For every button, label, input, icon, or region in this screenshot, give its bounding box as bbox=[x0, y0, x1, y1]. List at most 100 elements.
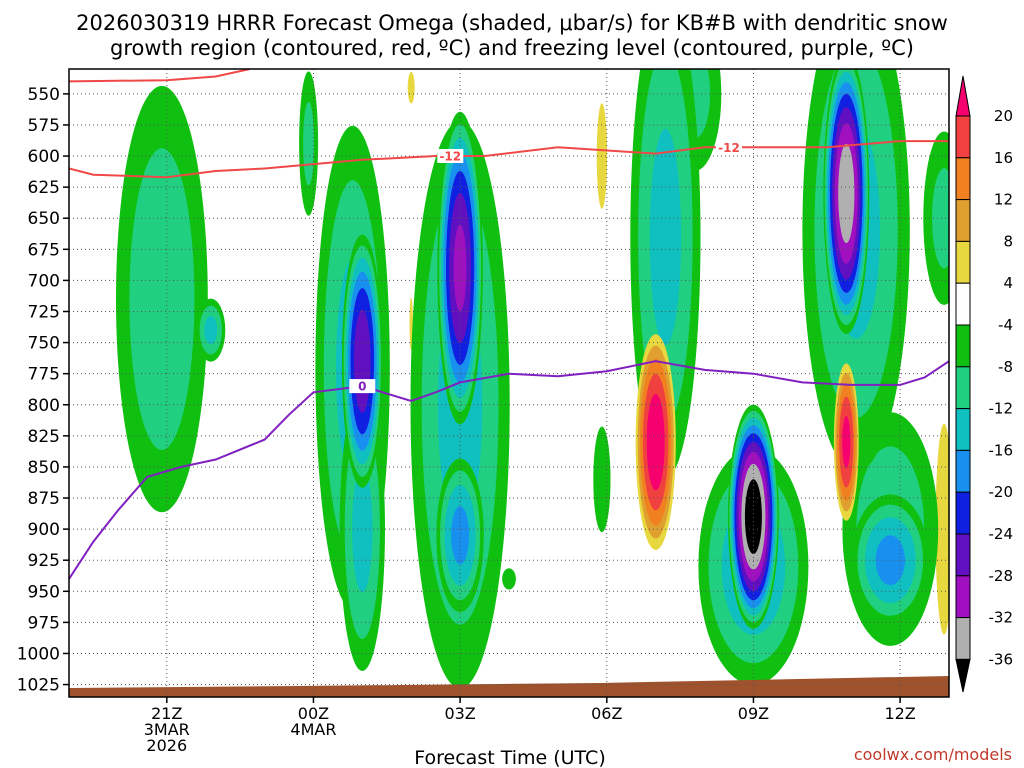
colorbar-band-8 bbox=[955, 408, 971, 451]
colorbar: 20 16 12 8 4 -4 -8 -12 -16 -20 -24 -28 -32 -36 bbox=[955, 75, 1014, 693]
omega-level--28 bbox=[453, 224, 467, 312]
omega-level--32 bbox=[838, 143, 855, 244]
x-tick-label-33-0: 09Z bbox=[738, 704, 769, 723]
contour-label-bg bbox=[349, 379, 376, 394]
colorbar-band-5 bbox=[955, 282, 971, 326]
y-tick-label-1000: 1000 bbox=[17, 644, 60, 664]
y-tick-label-975: 975 bbox=[28, 613, 60, 633]
omega-feature-3 bbox=[502, 568, 516, 590]
omega-shading bbox=[115, 69, 949, 689]
omega-level--16 bbox=[875, 535, 905, 586]
y-tick-label-725: 725 bbox=[28, 302, 60, 322]
colorbar-band-11 bbox=[955, 533, 971, 577]
x-tick-label-30-0: 06Z bbox=[591, 704, 622, 723]
y-tick-label-800: 800 bbox=[28, 396, 60, 416]
x-tick-label-36-0: 12Z bbox=[884, 704, 915, 723]
omega-level--12 bbox=[649, 128, 682, 345]
contour-label-bg bbox=[437, 149, 464, 163]
y-tick-label-950: 950 bbox=[28, 582, 60, 602]
omega-level-20 bbox=[842, 415, 851, 469]
omega-feature-22 bbox=[341, 234, 383, 488]
colorbar-label--16: -16 bbox=[989, 441, 1014, 459]
terrain-ground bbox=[69, 676, 949, 697]
y-tick-label-900: 900 bbox=[28, 520, 60, 540]
colorbar-label-8: 8 bbox=[1003, 232, 1013, 250]
omega-feature-18 bbox=[436, 458, 484, 613]
colorbar-band-13 bbox=[955, 617, 971, 660]
omega-feature-21 bbox=[635, 334, 676, 550]
colorbar-band-7 bbox=[955, 366, 971, 410]
omega-level--8 bbox=[932, 168, 949, 269]
colorbar-band-12 bbox=[955, 575, 971, 619]
colorbar-band-1 bbox=[955, 115, 971, 159]
colorbar-band-10 bbox=[955, 491, 971, 535]
omega-feature-24 bbox=[823, 69, 870, 335]
y-tick-label-675: 675 bbox=[28, 240, 60, 260]
contour-line-0 bbox=[69, 69, 251, 83]
omega-level--12 bbox=[204, 316, 218, 345]
x-tick-label-21-2: 2026 bbox=[146, 736, 187, 755]
omega-feature-23 bbox=[437, 111, 483, 425]
y-tick-label-825: 825 bbox=[28, 427, 60, 447]
contour-label-2-0: 0 bbox=[358, 380, 366, 394]
colorbar-band-9 bbox=[955, 449, 971, 493]
omega-feature-20 bbox=[833, 363, 859, 521]
colorbar-label-4: 4 bbox=[1003, 274, 1013, 292]
omega-level-4 bbox=[407, 71, 415, 104]
x-tick-label-21-0: 21Z bbox=[151, 704, 182, 723]
omega-level-20 bbox=[646, 393, 665, 491]
omega-level--8 bbox=[303, 101, 315, 186]
omega-feature-6 bbox=[299, 71, 319, 216]
plot-frame bbox=[68, 68, 950, 698]
ground-surface bbox=[69, 676, 949, 697]
chart-title-line1: 2026030319 HRRR Forecast Omega (shaded, … bbox=[76, 11, 948, 35]
colorbar-band-4 bbox=[955, 240, 971, 284]
colorbar-band-6 bbox=[955, 324, 971, 368]
grid-lines bbox=[69, 69, 949, 697]
credit-text: coolwx.com/models bbox=[854, 745, 1012, 764]
colorbar-label--36: -36 bbox=[989, 650, 1014, 668]
colorbar-label--12: -12 bbox=[989, 400, 1014, 418]
omega-feature-19 bbox=[851, 494, 930, 626]
y-tick-label-850: 850 bbox=[28, 458, 60, 478]
omega-level--4 bbox=[593, 426, 611, 533]
contour-line-2 bbox=[69, 360, 949, 580]
y-axis: 550 575 600 625 650 675 700 725 750 775 800 825 850 8… bbox=[17, 85, 69, 696]
y-tick-label-1025: 1025 bbox=[17, 676, 60, 696]
colorbar-label-20: 20 bbox=[994, 107, 1013, 125]
omega-level--24 bbox=[354, 309, 371, 413]
omega-feature-25 bbox=[727, 404, 779, 629]
y-tick-label-750: 750 bbox=[28, 334, 60, 354]
contour-line-1 bbox=[69, 140, 949, 179]
x-axis-title: Forecast Time (UTC) bbox=[414, 747, 605, 768]
contour-label-1-1: -12 bbox=[718, 141, 740, 155]
colorbar-label--24: -24 bbox=[989, 525, 1014, 543]
x-tick-label-24-0: 00Z bbox=[298, 704, 329, 723]
y-tick-label-700: 700 bbox=[28, 271, 60, 291]
omega-level--8 bbox=[129, 148, 195, 450]
colorbar-label--32: -32 bbox=[989, 609, 1014, 627]
x-tick-label-24-1: 4MAR bbox=[290, 720, 336, 739]
colorbar-label--4: -4 bbox=[998, 316, 1013, 334]
y-tick-label-575: 575 bbox=[28, 116, 60, 136]
colorbar-label--20: -20 bbox=[989, 483, 1014, 501]
x-tick-label-21-1: 3MAR bbox=[144, 720, 190, 739]
y-tick-label-925: 925 bbox=[28, 551, 60, 571]
colorbar-band-3 bbox=[955, 199, 971, 242]
contour-label-1-0: -12 bbox=[439, 150, 461, 164]
omega-level--16 bbox=[451, 506, 470, 565]
x-tick-label-27-0: 03Z bbox=[444, 704, 475, 723]
y-tick-label-625: 625 bbox=[28, 178, 60, 198]
y-tick-label-550: 550 bbox=[28, 85, 60, 105]
y-tick-label-600: 600 bbox=[28, 147, 60, 167]
colorbar-label--28: -28 bbox=[989, 567, 1014, 585]
plot-area: -12 -12 0 bbox=[68, 68, 950, 698]
omega-feature-0 bbox=[935, 423, 949, 635]
omega-feature-4 bbox=[407, 71, 415, 104]
omega-level--4 bbox=[502, 568, 516, 590]
contour-lines: -12 -12 0 bbox=[69, 69, 949, 580]
colorbar-bottom-arrow bbox=[955, 658, 971, 693]
y-tick-label-875: 875 bbox=[28, 489, 60, 509]
omega-level-4 bbox=[935, 423, 949, 635]
